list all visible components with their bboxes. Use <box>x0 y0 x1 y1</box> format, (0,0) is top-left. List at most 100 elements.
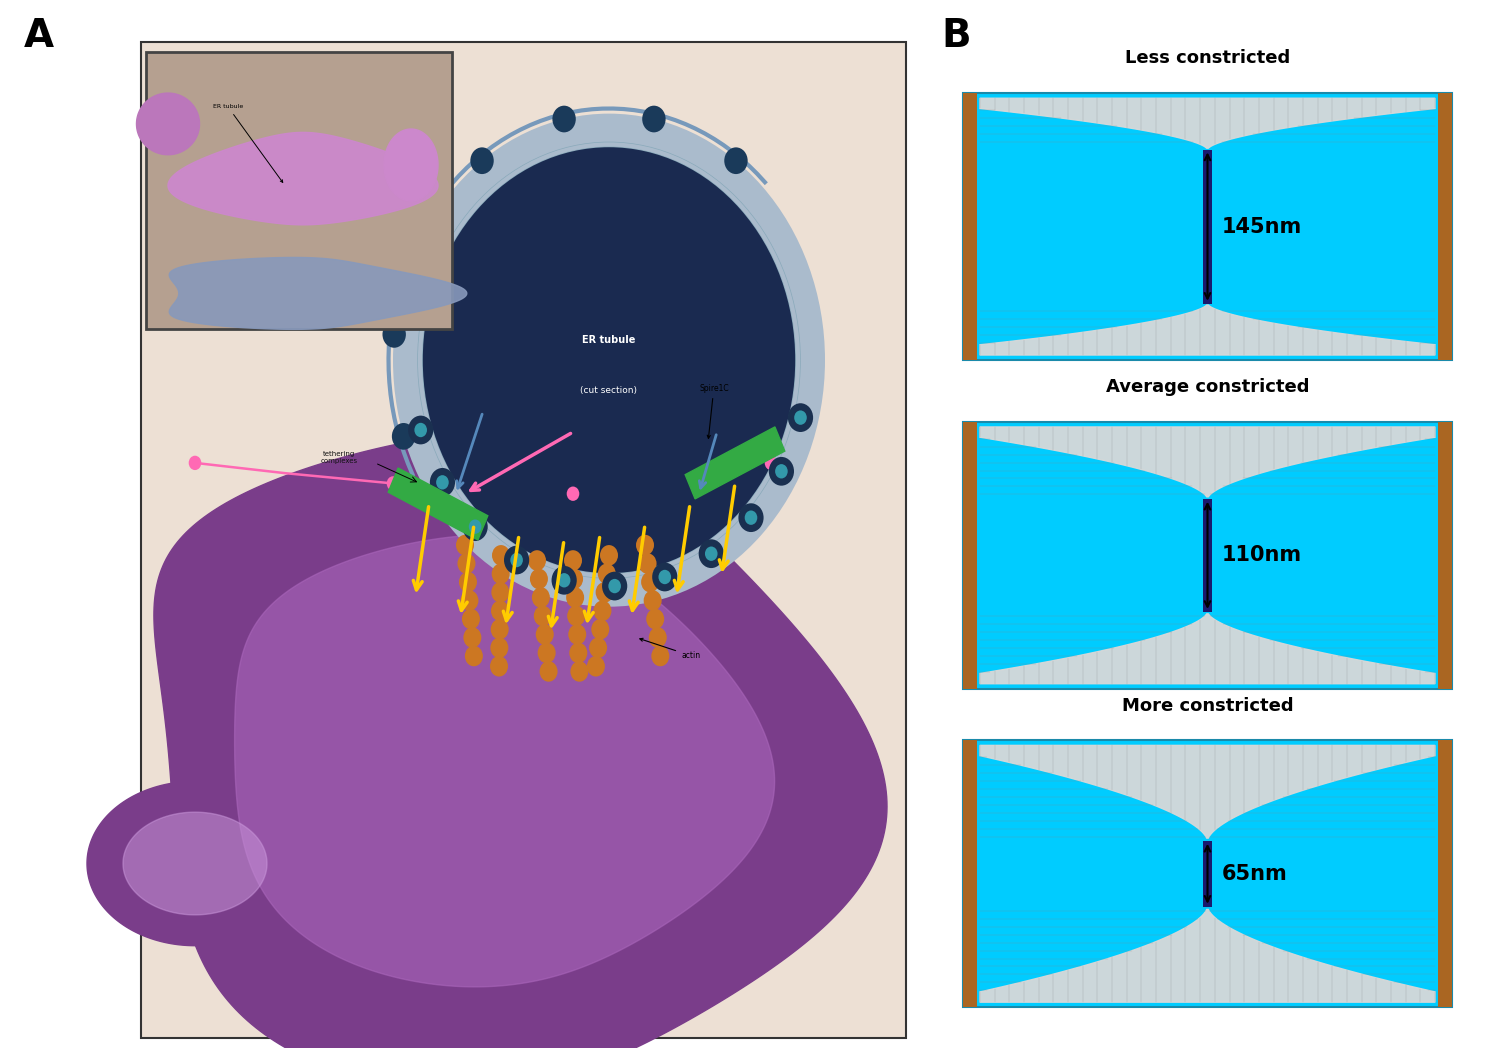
Text: 145nm: 145nm <box>1221 217 1302 236</box>
Ellipse shape <box>510 553 524 568</box>
Ellipse shape <box>490 638 508 658</box>
Bar <box>1438 421 1452 689</box>
Ellipse shape <box>534 606 552 626</box>
Polygon shape <box>980 98 1436 148</box>
Ellipse shape <box>540 661 558 682</box>
Ellipse shape <box>744 510 758 525</box>
Ellipse shape <box>600 545 618 566</box>
Ellipse shape <box>568 624 586 645</box>
Ellipse shape <box>470 520 482 534</box>
Text: Average constricted: Average constricted <box>1106 378 1310 396</box>
Ellipse shape <box>462 513 488 541</box>
Text: B: B <box>940 17 970 55</box>
Ellipse shape <box>570 643 588 663</box>
Ellipse shape <box>738 503 764 532</box>
Ellipse shape <box>492 563 510 585</box>
Ellipse shape <box>776 464 788 479</box>
Text: More constricted: More constricted <box>1122 697 1293 715</box>
Ellipse shape <box>602 572 627 600</box>
Ellipse shape <box>528 551 546 571</box>
Ellipse shape <box>387 477 399 490</box>
Ellipse shape <box>564 551 582 571</box>
Ellipse shape <box>490 600 508 621</box>
Text: ER tubule: ER tubule <box>213 105 282 182</box>
Bar <box>146 52 452 329</box>
Bar <box>963 421 976 689</box>
Ellipse shape <box>393 113 825 607</box>
Ellipse shape <box>492 545 510 566</box>
Ellipse shape <box>392 423 416 450</box>
Ellipse shape <box>596 582 613 603</box>
Ellipse shape <box>414 423 428 437</box>
Ellipse shape <box>652 562 678 591</box>
Polygon shape <box>980 746 1436 838</box>
Ellipse shape <box>650 627 668 648</box>
Ellipse shape <box>705 546 717 561</box>
Bar <box>388 468 488 540</box>
Bar <box>963 421 1452 689</box>
Polygon shape <box>384 129 438 201</box>
Ellipse shape <box>420 144 798 576</box>
Polygon shape <box>980 305 1436 355</box>
Polygon shape <box>87 782 303 946</box>
Bar <box>141 41 906 1038</box>
Ellipse shape <box>594 600 612 621</box>
Text: ER tubule: ER tubule <box>582 335 636 344</box>
Ellipse shape <box>566 569 584 589</box>
Ellipse shape <box>558 573 570 588</box>
Polygon shape <box>136 93 200 155</box>
Ellipse shape <box>590 638 608 658</box>
Ellipse shape <box>591 620 609 640</box>
Ellipse shape <box>532 587 550 608</box>
Ellipse shape <box>567 606 585 626</box>
Ellipse shape <box>642 106 666 132</box>
Ellipse shape <box>770 456 794 486</box>
Bar <box>963 740 1452 1007</box>
Ellipse shape <box>530 569 548 589</box>
Ellipse shape <box>458 553 476 574</box>
Text: 65nm: 65nm <box>1221 864 1287 884</box>
Polygon shape <box>234 535 774 987</box>
Ellipse shape <box>639 553 657 574</box>
Polygon shape <box>980 427 1436 497</box>
Text: tethering
complexes: tethering complexes <box>321 451 357 464</box>
Ellipse shape <box>636 535 654 555</box>
Text: actin: actin <box>640 639 700 660</box>
Ellipse shape <box>464 627 482 648</box>
Bar <box>1203 149 1212 304</box>
Ellipse shape <box>658 570 670 585</box>
Text: Less constricted: Less constricted <box>1125 50 1290 68</box>
Ellipse shape <box>609 579 621 593</box>
Ellipse shape <box>566 587 584 608</box>
Ellipse shape <box>646 609 664 629</box>
Ellipse shape <box>598 563 616 585</box>
Ellipse shape <box>408 415 434 445</box>
Ellipse shape <box>459 572 477 592</box>
Ellipse shape <box>552 566 578 595</box>
Ellipse shape <box>536 624 554 645</box>
Ellipse shape <box>567 486 579 501</box>
Ellipse shape <box>430 468 454 497</box>
Ellipse shape <box>410 223 434 250</box>
Polygon shape <box>980 614 1436 684</box>
Ellipse shape <box>640 572 658 592</box>
Ellipse shape <box>189 455 201 470</box>
Ellipse shape <box>471 147 494 174</box>
Polygon shape <box>168 132 438 225</box>
Ellipse shape <box>456 535 474 555</box>
Ellipse shape <box>382 321 406 347</box>
Ellipse shape <box>490 656 508 677</box>
Ellipse shape <box>460 590 478 611</box>
Ellipse shape <box>724 147 747 174</box>
Bar <box>963 93 1452 360</box>
Ellipse shape <box>586 656 604 677</box>
Ellipse shape <box>552 106 576 132</box>
Ellipse shape <box>699 539 724 568</box>
Bar <box>963 93 976 360</box>
Bar <box>686 427 784 499</box>
Text: 110nm: 110nm <box>1221 545 1302 566</box>
Polygon shape <box>154 431 886 1059</box>
Ellipse shape <box>788 403 813 432</box>
Bar <box>1438 93 1452 360</box>
Ellipse shape <box>570 661 588 682</box>
